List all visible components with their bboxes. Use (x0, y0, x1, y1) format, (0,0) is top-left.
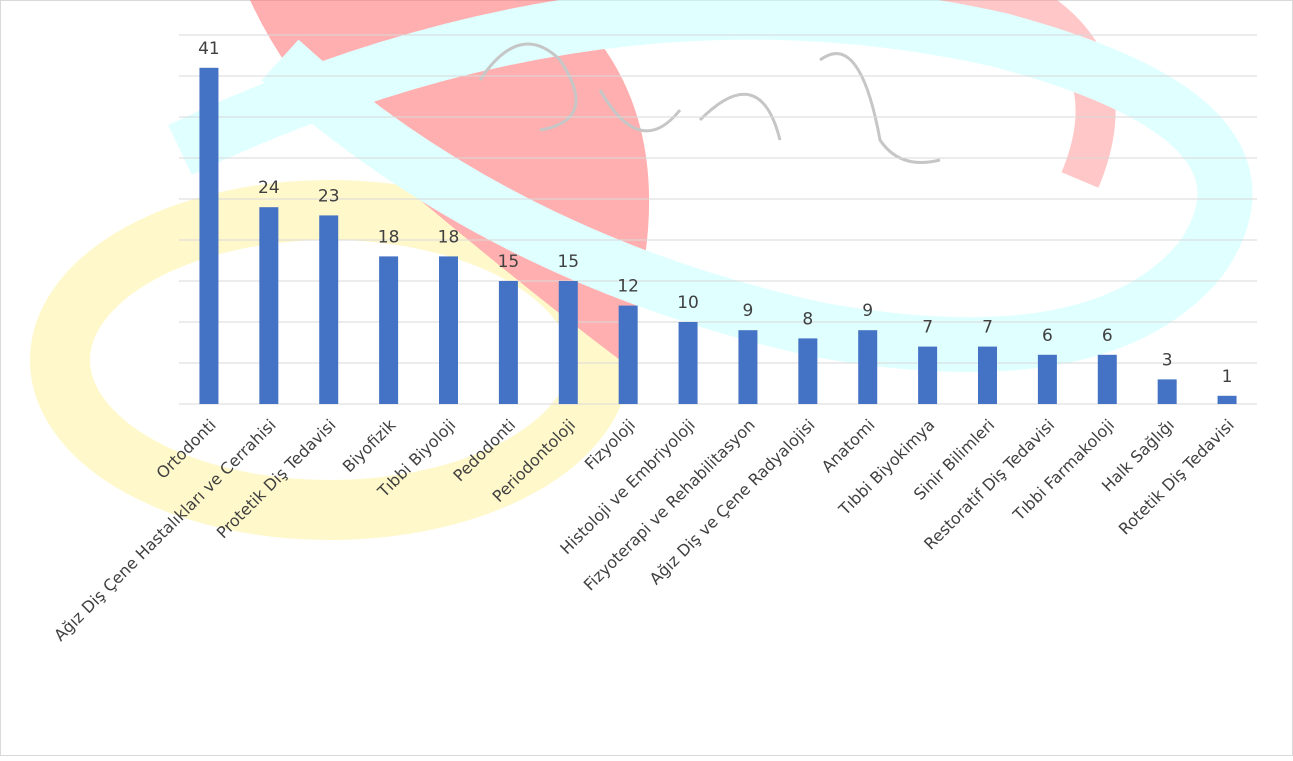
bar (199, 68, 218, 404)
bar (679, 322, 698, 404)
data-label: 23 (318, 186, 340, 206)
data-label: 41 (198, 39, 220, 59)
bar (978, 347, 997, 404)
data-label: 3 (1162, 350, 1173, 370)
data-label: 24 (258, 178, 280, 198)
bar (1098, 355, 1117, 404)
data-label: 15 (557, 252, 579, 272)
data-label: 10 (677, 293, 699, 313)
bar (439, 256, 458, 404)
bar (379, 256, 398, 404)
bar (858, 330, 877, 404)
bar (1158, 379, 1177, 404)
data-label: 12 (617, 277, 639, 297)
bar (259, 207, 278, 404)
data-label: 6 (1102, 326, 1113, 346)
bar (1218, 396, 1237, 404)
bar (1038, 355, 1057, 404)
data-label: 8 (802, 309, 813, 329)
bar (559, 281, 578, 404)
bar (319, 215, 338, 404)
data-label: 9 (743, 301, 754, 321)
data-label: 7 (922, 318, 933, 338)
bar (619, 306, 638, 404)
data-label: 9 (862, 301, 873, 321)
chart: 41Ortodonti24Ağız Diş Çene Hastalıkları … (0, 0, 1293, 756)
bar (798, 338, 817, 404)
bar (738, 330, 757, 404)
bar (918, 347, 937, 404)
data-label: 15 (498, 252, 520, 272)
data-label: 18 (378, 227, 400, 247)
data-label: 18 (438, 227, 460, 247)
data-label: 6 (1042, 326, 1053, 346)
data-label: 7 (982, 318, 993, 338)
data-label: 1 (1222, 367, 1233, 387)
bar (499, 281, 518, 404)
